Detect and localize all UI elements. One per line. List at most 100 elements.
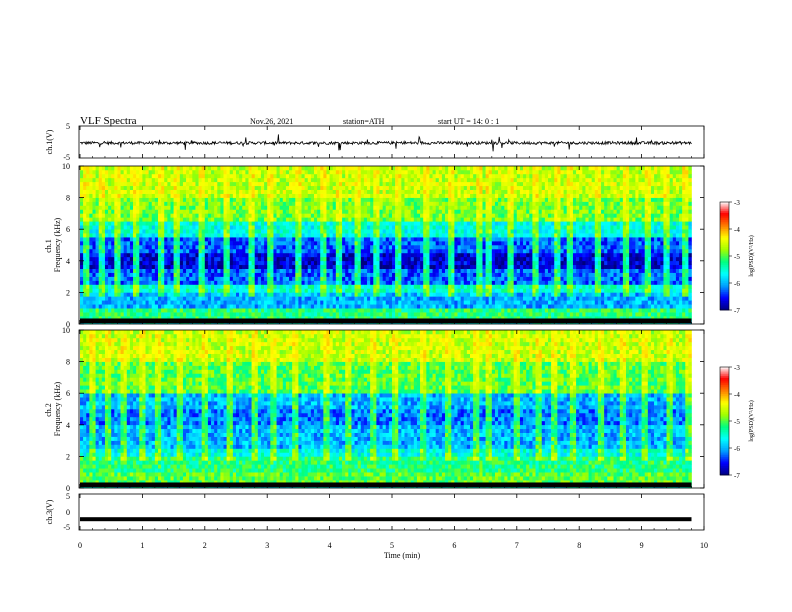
spectrogram-cell [457, 260, 461, 266]
spectrogram-cell [382, 316, 387, 321]
spectrogram-cell [182, 288, 187, 293]
spectrogram-cell [360, 225, 365, 230]
spectrogram-cell [388, 166, 393, 171]
spectrogram-cell [267, 237, 271, 242]
spectrogram-cell [170, 292, 174, 297]
spectrogram-cell [367, 205, 371, 210]
spectrogram-cell [111, 252, 115, 258]
spectrogram-cell [357, 213, 362, 218]
spectrogram-cell [338, 268, 343, 273]
spectrogram-cell [260, 225, 265, 230]
spectrogram-cell [382, 229, 387, 234]
spectrogram-cell [373, 177, 377, 183]
spectrogram-cell [345, 284, 349, 289]
spectrogram-cell [167, 193, 171, 198]
spectrogram-cell [173, 245, 178, 250]
spectrogram-cell [98, 256, 103, 262]
spectrogram-cell [310, 189, 315, 194]
spectrogram-cell [451, 193, 455, 198]
spectrogram-cell [401, 241, 405, 246]
spectrogram-cell [407, 169, 412, 175]
spectrogram-cell [176, 241, 181, 246]
spectrogram-cell [167, 248, 171, 254]
spectrogram-cell [323, 177, 327, 183]
spectrogram-cell [407, 197, 412, 202]
spectrogram-cell [83, 166, 87, 171]
spectrogram-cell [379, 245, 383, 250]
spectrogram-cell [192, 288, 196, 293]
spectrogram-cell [395, 308, 399, 313]
spectrogram-cell [451, 308, 455, 313]
spectrogram-cell [80, 312, 84, 317]
spectrogram-cell [441, 304, 446, 309]
spectrogram-cell [432, 185, 436, 190]
spectrogram-cell [463, 280, 468, 285]
spectrogram-cell [454, 268, 458, 273]
spectrogram-cell [289, 237, 293, 242]
spectrogram-cell [317, 308, 321, 313]
spectrogram-cell [226, 225, 231, 230]
spectrogram-cell [195, 233, 199, 238]
spectrogram-cell [441, 276, 446, 281]
spectrogram-cell [410, 280, 415, 285]
spectrogram-cell [463, 276, 468, 281]
spectrogram-cell [370, 225, 374, 230]
spectrogram-cell [242, 237, 246, 242]
spectrogram-cell [254, 213, 259, 218]
spectrogram-cell [182, 300, 187, 305]
spectrogram-cell [292, 193, 296, 198]
spectrogram-cell [317, 268, 321, 273]
spectrogram-cell [314, 268, 318, 273]
spectrogram-cell [379, 209, 383, 214]
spectrogram-cell [189, 260, 193, 266]
spectrogram-cell [83, 280, 87, 285]
spectrogram-cell [432, 241, 436, 246]
spectrogram-cell [120, 205, 124, 210]
spectrogram-cell [129, 300, 134, 305]
spectrogram-cell [139, 201, 143, 206]
spectrogram-cell [295, 166, 299, 171]
spectrogram-cell [329, 245, 334, 250]
spectrogram-cell [158, 185, 162, 190]
spectrogram-cell [392, 166, 396, 171]
spectrogram-cell [363, 237, 368, 242]
spectrogram-cell [388, 304, 393, 309]
spectrogram-cell [360, 221, 365, 226]
spectrogram-cell [413, 256, 418, 262]
spectrogram-cell [254, 181, 259, 187]
spectrogram-cell [133, 300, 137, 305]
spectrogram-cell [357, 229, 362, 234]
spectrogram-cell [320, 316, 324, 321]
spectrogram-cell [217, 276, 221, 281]
spectrogram-cell [332, 166, 337, 171]
spectrogram-cell [432, 248, 436, 254]
spectrogram-cell [466, 308, 471, 313]
spectrogram-cell [198, 205, 202, 210]
spectrogram-cell [220, 316, 224, 321]
spectrogram-cell [363, 308, 368, 313]
spectrogram-cell [108, 241, 112, 246]
spectrogram-cell [89, 300, 93, 305]
spectrogram-cell [154, 288, 159, 293]
spectrogram-cell [413, 237, 418, 242]
spectrogram-cell [282, 205, 287, 210]
spectrogram-cell [142, 229, 146, 234]
spectrogram-cell [445, 276, 449, 281]
spectrogram-cell [273, 166, 277, 171]
spectrogram-cell [335, 185, 340, 190]
spectrogram-cell [310, 185, 315, 190]
spectrogram-cell [211, 252, 215, 258]
spectrogram-cell [158, 166, 162, 171]
spectrogram-cell [314, 205, 318, 210]
spectrogram-cell [420, 308, 424, 313]
spectrogram-cell [454, 316, 458, 321]
spectrogram-cell [320, 280, 324, 285]
spectrogram-cell [120, 312, 124, 317]
spectrogram-cell [282, 304, 287, 309]
spectrogram-cell [260, 252, 265, 258]
spectrogram-cell [282, 312, 287, 317]
spectrogram-cell [270, 225, 274, 230]
spectrogram-cell [345, 264, 349, 269]
spectrogram-cell [354, 304, 358, 309]
spectrogram-cell [189, 205, 193, 210]
